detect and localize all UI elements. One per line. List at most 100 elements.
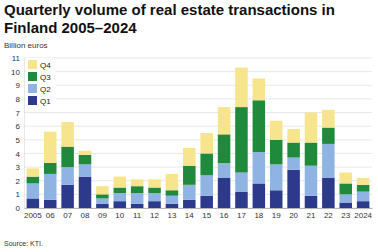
x-tick-label: 11 <box>133 211 142 220</box>
y-axis: 01234567891011 <box>11 54 24 213</box>
x-tick: 19 <box>272 208 281 220</box>
legend-swatch <box>28 60 37 69</box>
y-tick: 7 <box>16 109 24 118</box>
bar <box>166 174 179 190</box>
y-tick: 2 <box>16 177 24 186</box>
x-tick: 07 <box>63 208 72 220</box>
legend-item: Q2 <box>28 84 51 94</box>
x-axis: 2005060708091011121314151617181920212223… <box>24 208 373 220</box>
x-tick-label: 2024 <box>354 211 372 220</box>
bar <box>305 113 318 143</box>
x-tick-label: 09 <box>98 211 107 220</box>
y-tick: 9 <box>16 81 24 90</box>
bar <box>287 129 300 143</box>
bar <box>79 151 92 155</box>
series-3 <box>27 68 370 195</box>
x-tick: 16 <box>220 208 229 220</box>
x-tick: 21 <box>307 208 316 220</box>
bar <box>200 175 213 195</box>
y-tick: 0 <box>16 204 24 213</box>
bar <box>27 168 40 176</box>
x-tick-label: 20 <box>289 211 298 220</box>
x-tick: 06 <box>46 208 55 220</box>
y-tick-label: 4 <box>16 150 21 159</box>
bar <box>339 183 352 194</box>
bar <box>148 179 161 187</box>
bar <box>200 133 213 153</box>
bar <box>183 148 196 166</box>
grid-line <box>24 98 372 99</box>
bar <box>200 196 213 208</box>
x-tick-label: 06 <box>46 211 55 220</box>
bar <box>322 178 335 208</box>
grid-line <box>24 126 372 127</box>
legend-label: Q4 <box>40 61 51 70</box>
series-2 <box>27 100 370 198</box>
bar <box>270 190 283 208</box>
bar <box>305 166 318 196</box>
grid <box>24 58 372 208</box>
bar <box>166 190 179 195</box>
y-tick: 6 <box>16 122 24 131</box>
y-tick-label: 9 <box>16 81 21 90</box>
y-tick-label: 8 <box>16 95 21 104</box>
y-tick: 11 <box>12 54 24 63</box>
bar <box>218 178 231 208</box>
bar <box>339 194 352 202</box>
x-tick: 22 <box>324 208 333 220</box>
grid-line <box>24 71 372 72</box>
grid-line <box>24 85 372 86</box>
x-tick-label: 12 <box>150 211 159 220</box>
bar <box>235 68 248 108</box>
x-tick: 15 <box>202 208 211 220</box>
bar <box>44 163 57 174</box>
bar <box>44 174 57 200</box>
bar <box>322 128 335 144</box>
bar <box>235 107 248 172</box>
bar <box>305 143 318 166</box>
bar <box>287 158 300 170</box>
legend-label: Q3 <box>40 73 51 82</box>
legend-item: Q3 <box>28 72 51 82</box>
legend-swatch <box>28 96 37 105</box>
x-tick: 12 <box>150 208 159 220</box>
y-axis-line <box>24 59 25 209</box>
grid-line <box>24 139 372 140</box>
grid-line <box>24 58 372 59</box>
bar <box>235 192 248 208</box>
x-tick: 17 <box>237 208 246 220</box>
grid-line <box>24 194 372 195</box>
bar <box>148 201 161 208</box>
bar <box>96 186 109 194</box>
x-tick-label: 13 <box>167 211 176 220</box>
x-tick: 10 <box>115 208 124 220</box>
legend-label: Q1 <box>40 97 51 106</box>
y-tick-label: 7 <box>16 109 21 118</box>
x-tick-label: 16 <box>220 211 229 220</box>
bar <box>131 193 144 204</box>
x-tick: 11 <box>133 208 142 220</box>
bar <box>96 194 109 198</box>
bar <box>131 186 144 193</box>
bar <box>357 192 370 202</box>
x-tick: 13 <box>167 208 176 220</box>
legend-swatch <box>28 72 37 81</box>
bar <box>218 107 231 134</box>
bar <box>287 143 300 158</box>
grid-line <box>24 208 372 209</box>
bar <box>357 201 370 208</box>
grid-line <box>24 167 372 168</box>
bar <box>253 152 266 183</box>
bar <box>79 177 92 208</box>
x-axis-line <box>25 208 373 209</box>
y-tick-label: 0 <box>16 204 21 213</box>
y-tick-label: 1 <box>16 190 21 199</box>
bar <box>61 185 74 208</box>
bar <box>114 177 127 188</box>
legend-background <box>26 58 56 109</box>
bar <box>183 166 196 185</box>
bar <box>357 185 370 192</box>
bars <box>27 68 370 208</box>
legend-swatch <box>28 84 37 93</box>
bar <box>183 185 196 200</box>
